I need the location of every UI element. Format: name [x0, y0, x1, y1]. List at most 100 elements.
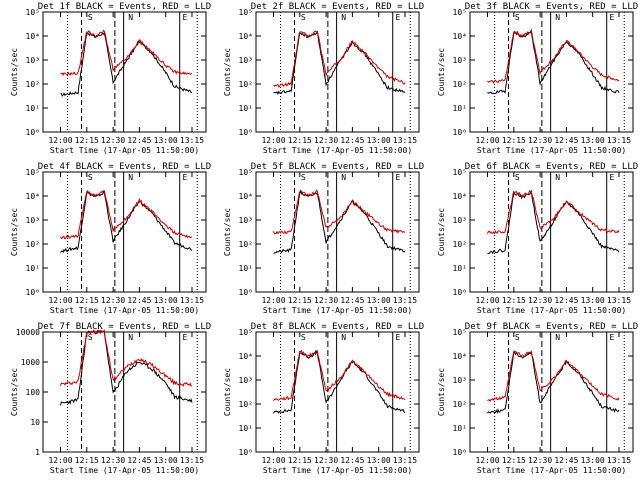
panel-title: Det 9f BLACK = Events, RED = LLD: [465, 322, 638, 332]
x-tick-label: 13:00: [367, 136, 391, 145]
y-tick-label: 10⁰: [26, 288, 40, 297]
marker-label: E: [396, 13, 401, 22]
y-tick-label: 10¹: [26, 264, 40, 273]
y-axis-label: Counts/sec: [223, 48, 232, 96]
x-tick-label: 12:00: [475, 296, 499, 305]
x-tick-label: 12:45: [127, 136, 151, 145]
lld-series-line: [60, 189, 192, 240]
x-tick-label: 13:15: [393, 296, 417, 305]
x-tick-label: 12:15: [75, 456, 99, 465]
x-tick-label: 12:30: [314, 296, 338, 305]
y-axis-label: Counts/sec: [223, 368, 232, 416]
panel-title: Det 7f BLACK = Events, RED = LLD: [38, 322, 211, 332]
y-tick-label: 10⁴: [239, 192, 253, 201]
x-tick-label: 12:30: [314, 456, 338, 465]
x-tick-label: 12:30: [528, 136, 552, 145]
y-tick-label: 10³: [453, 56, 467, 65]
marker-label: S: [515, 333, 520, 342]
plot-frame: [469, 11, 634, 133]
events-series-line: [60, 31, 193, 97]
marker-label: N: [341, 13, 346, 22]
panel-det-3: Det 3f BLACK = Events, RED = LLD 10⁰ 10¹ 10…: [437, 2, 638, 155]
x-tick-label: 12:45: [340, 136, 364, 145]
lld-series-line: [273, 349, 406, 402]
x-tick-label: 12:30: [101, 456, 125, 465]
plot-frame: [255, 11, 420, 133]
y-tick-label: 10²: [453, 80, 467, 89]
y-axis-label: Counts/sec: [10, 208, 19, 256]
panel-title: Det 6f BLACK = Events, RED = LLD: [465, 162, 638, 172]
x-tick-label: 12:30: [528, 456, 552, 465]
panel-title: Det 8f BLACK = Events, RED = LLD: [251, 322, 424, 332]
plot-frame: [42, 171, 207, 293]
marker-label: E: [183, 333, 188, 342]
y-tick-label: 10⁵: [26, 8, 40, 17]
x-tick-label: 12:45: [554, 296, 578, 305]
x-axis-label: Start Time (17-Apr-05 11:50:00): [50, 306, 199, 315]
y-tick-label: 10¹: [239, 104, 253, 113]
x-tick-label: 13:00: [154, 296, 178, 305]
events-series-line: [60, 190, 193, 253]
panel-det-9: Det 9f BLACK = Events, RED = LLD 10⁰ 10¹ 10…: [437, 322, 638, 475]
x-tick-label: 12:45: [340, 296, 364, 305]
x-tick-label: 12:00: [475, 456, 499, 465]
y-tick-label: 10¹: [453, 264, 467, 273]
marker-label: S: [88, 173, 93, 182]
x-axis-label: Start Time (17-Apr-05 11:50:00): [263, 146, 412, 155]
x-axis-label: Start Time (17-Apr-05 11:50:00): [263, 466, 412, 475]
y-tick-label: 10⁰: [239, 288, 253, 297]
marker-label: E: [610, 333, 615, 342]
x-tick-label: 12:15: [502, 296, 526, 305]
marker-label: N: [341, 173, 346, 182]
x-tick-label: 12:30: [101, 136, 125, 145]
x-axis-label: Start Time (17-Apr-05 11:50:00): [477, 306, 626, 315]
x-tick-label: 12:15: [75, 136, 99, 145]
panel-title: Det 4f BLACK = Events, RED = LLD: [38, 162, 211, 172]
x-tick-label: 12:45: [127, 456, 151, 465]
panel-det-1: Det 1f BLACK = Events, RED = LLD 10⁰ 10¹ 10…: [10, 2, 211, 155]
x-tick-label: 12:30: [101, 296, 125, 305]
marker-label: E: [183, 173, 188, 182]
y-axis-label: Counts/sec: [437, 208, 446, 256]
y-axis-label: Counts/sec: [10, 368, 19, 416]
events-series-line: [60, 329, 193, 406]
y-tick-label: 10⁵: [453, 168, 467, 177]
x-axis-label: Start Time (17-Apr-05 11:50:00): [477, 146, 626, 155]
y-tick-label: 10⁴: [239, 32, 253, 41]
x-tick-label: 13:00: [581, 136, 605, 145]
y-tick-label: 10⁴: [453, 32, 467, 41]
y-tick-label: 10⁰: [453, 128, 467, 137]
y-tick-label: 10³: [453, 216, 467, 225]
marker-label: N: [128, 173, 133, 182]
marker-label: N: [128, 13, 133, 22]
y-tick-label: 10³: [239, 376, 253, 385]
x-tick-label: 12:45: [554, 136, 578, 145]
y-tick-label: 10³: [26, 56, 40, 65]
y-tick-label: 10³: [26, 216, 40, 225]
x-tick-label: 12:15: [288, 136, 312, 145]
panel-det-8: Det 8f BLACK = Events, RED = LLD 10⁰ 10¹ 10…: [223, 322, 424, 475]
marker-label: N: [555, 333, 560, 342]
marker-label: N: [555, 173, 560, 182]
x-tick-label: 12:30: [528, 296, 552, 305]
x-tick-label: 12:00: [261, 456, 285, 465]
marker-label: E: [610, 173, 615, 182]
lld-series-line: [487, 349, 620, 402]
x-tick-label: 12:00: [261, 296, 285, 305]
y-tick-label: 10: [30, 418, 40, 427]
y-tick-label: 10²: [239, 400, 253, 409]
x-tick-label: 13:15: [607, 296, 631, 305]
y-tick-label: 10³: [239, 56, 253, 65]
x-tick-label: 12:15: [288, 296, 312, 305]
y-tick-label: 10⁴: [239, 352, 253, 361]
y-tick-label: 10⁰: [239, 448, 253, 457]
x-tick-label: 13:00: [581, 456, 605, 465]
y-axis-label: Counts/sec: [437, 48, 446, 96]
y-tick-label: 10²: [239, 80, 253, 89]
y-tick-label: 10⁵: [26, 168, 40, 177]
panel-title: Det 1f BLACK = Events, RED = LLD: [38, 2, 211, 12]
y-axis-label: Counts/sec: [437, 368, 446, 416]
y-tick-label: 10⁵: [453, 8, 467, 17]
x-tick-label: 12:00: [261, 136, 285, 145]
y-tick-label: 10⁴: [453, 352, 467, 361]
